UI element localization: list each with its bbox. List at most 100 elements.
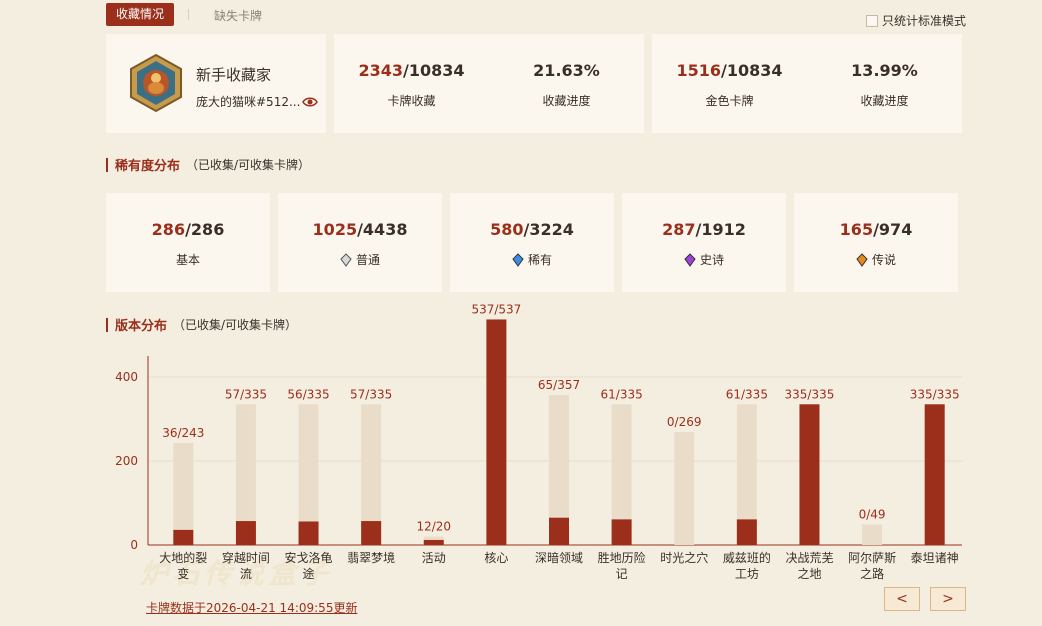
golden-progress-pct: 13.99% [851,61,918,80]
rarity-label: 传说 [794,251,958,268]
y-tick-label: 200 [115,454,138,468]
x-tick-label: 胜地历险 [598,550,646,565]
checkbox-box[interactable] [866,14,878,27]
bar-data-label: 0/49 [859,507,886,521]
set-subtitle: （已收集/可收集卡牌） [173,318,298,332]
rarity-label: 基本 [175,253,200,267]
x-tick-label: 阿尔萨斯 [848,550,896,565]
rare-gem-icon [512,252,524,267]
collector-badge-avatar [127,53,185,113]
rarity-label: 史诗 [622,251,786,268]
bar-data-label: 12/20 [416,520,451,534]
x-tick-label: 穿越时间 [222,550,270,565]
cards-collected-count: 2343/10834 [358,61,465,80]
rarity-card-basic: 286/286 基本 [106,193,270,292]
bar-data-label: 36/243 [162,426,204,440]
username: 庞大的猫咪#512... [196,95,301,109]
x-tick-label: 深暗领域 [535,550,583,565]
bar-total [674,432,695,545]
collection-progress-label: 收藏进度 [542,94,591,108]
bar-owned [611,519,632,545]
collector-title: 新手收藏家 [196,66,272,84]
set-title: 版本分布 [115,319,168,334]
collection-progress-pct: 21.63% [533,61,600,80]
bar-owned [298,521,319,545]
bar-data-label: 0/269 [667,415,702,429]
eye-icon[interactable] [302,93,318,107]
golden-cards-label: 金色卡牌 [705,94,754,108]
x-tick-label: 安戈洛龟 [285,550,333,565]
y-tick-label: 0 [130,538,138,552]
tab-collection-status[interactable]: 收藏情况 [106,3,174,26]
x-tick-label: 决战荒芜 [785,551,833,565]
data-updated-link[interactable]: 卡牌数据于2026-04-21 14:09:55更新 [146,601,358,615]
bar-data-label: 57/335 [350,387,392,401]
bar-owned [924,404,945,545]
rarity-count: 165/974 [839,220,913,239]
x-tick-label: 时光之穴 [660,550,708,565]
rarity-card-common: 1025/4438 普通 [278,193,442,292]
standard-mode-label: 只统计标准模式 [882,14,967,28]
rarity-count: 580/3224 [490,220,574,239]
bar-total [611,404,632,545]
bar-data-label: 61/335 [601,387,643,401]
bar-total [298,404,319,545]
common-gem-icon [340,252,352,267]
bar-total [862,524,883,545]
x-tick-label: 翡翠梦境 [347,550,395,565]
bar-owned [173,529,194,545]
bar-total [361,404,382,545]
bar-total [235,404,256,545]
watermark-logo: 炉石传说盒子 [140,557,333,590]
rarity-card-epic: 287/1912 史诗 [622,193,786,292]
bar-owned [235,521,256,545]
x-tick-label: 之路 [860,566,884,581]
x-tick-label: 记 [616,567,628,581]
x-tick-label: 泰坦诸神 [911,551,959,565]
bar-data-label: 57/335 [225,387,267,401]
x-tick-label: 途 [303,566,315,581]
rarity-label: 普通 [278,251,442,268]
bar-owned [361,521,382,545]
golden-progress-label: 收藏进度 [860,94,909,108]
bar-owned [736,519,757,545]
set-section-title: 版本分布 （已收集/可收集卡牌） [106,315,297,334]
prev-page-button[interactable]: < [884,587,920,611]
rarity-title: 稀有度分布 [115,159,181,174]
golden-cards-count: 1516/10834 [676,61,783,80]
bar-data-label: 335/335 [910,387,960,401]
rarity-card-legendary: 165/974 传说 [794,193,958,292]
bar-owned [423,539,444,545]
x-tick-label: 核心 [484,551,508,565]
rarity-card-rare: 580/3224 稀有 [450,193,614,292]
x-tick-label: 流 [240,567,252,581]
x-tick-label: 之地 [797,567,821,581]
cards-collected-label: 卡牌收藏 [387,94,436,108]
tab-missing-cards[interactable]: 缺失卡牌 [214,9,263,23]
x-tick-label: 大地的裂 [159,550,207,565]
profile-card: 新手收藏家 庞大的猫咪#512... [106,34,326,133]
bar-owned [549,517,569,545]
rarity-section-title: 稀有度分布 （已收集/可收集卡牌） [106,155,310,174]
bar-data-label: 61/335 [726,387,768,401]
x-tick-label: 工坊 [735,566,759,581]
bar-owned [799,404,820,545]
rarity-count: 286/286 [151,220,225,239]
legendary-gem-icon [856,252,868,267]
bar-data-label: 56/335 [287,387,329,401]
card-collection-stats: 2343/10834 卡牌收藏 21.63% 收藏进度 [334,34,644,133]
next-page-button[interactable]: > [930,587,966,611]
bar-data-label: 65/357 [538,378,580,392]
bar-total [549,395,569,545]
standard-mode-checkbox[interactable]: 只统计标准模式 [866,12,966,29]
x-tick-label: 活动 [422,551,446,565]
y-tick-label: 400 [115,370,138,384]
tab-divider [188,9,189,20]
epic-gem-icon [684,252,696,267]
bar-data-label: 537/537 [471,302,521,316]
rarity-count: 287/1912 [662,220,746,239]
bar-data-label: 335/335 [785,387,835,401]
x-tick-label: 威兹班的 [723,550,771,565]
rarity-label: 稀有 [450,251,614,268]
